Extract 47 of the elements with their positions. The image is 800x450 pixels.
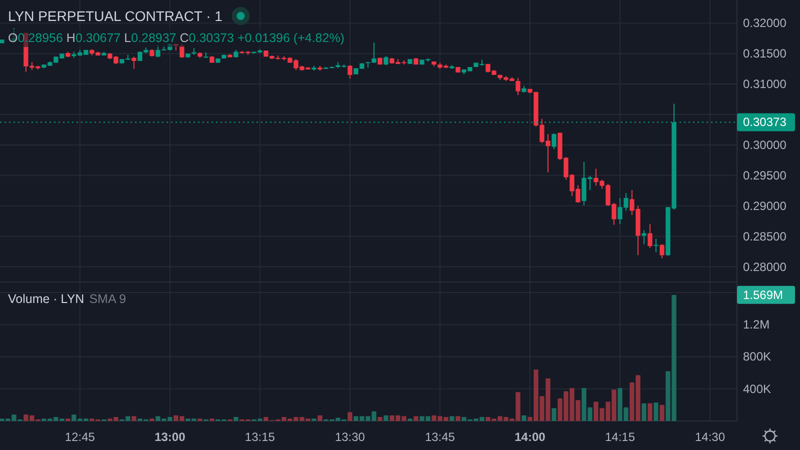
y-tick-label: 1.2M (743, 318, 770, 332)
bar (642, 403, 646, 421)
text: SMA 9 (89, 292, 126, 306)
y-tick-label: 0.28000 (743, 260, 787, 274)
ref-line-label: 0.30373 (743, 115, 787, 130)
y-tick-label: 0.29500 (743, 168, 787, 182)
y-tick-label: 0.32000 (743, 16, 787, 30)
candlestick (648, 224, 652, 248)
y-tick-label: 800K (743, 350, 772, 364)
text: LYN PERPETUAL CONTRACT · 1 (8, 8, 223, 24)
x-tick-label: 12:45 (64, 430, 96, 444)
y-tick-label: 0.29000 (743, 198, 787, 213)
text: 1.569M (743, 288, 784, 302)
x-tick-label: 14:00 (514, 430, 546, 444)
x-tick-label: 14:15 (604, 430, 636, 444)
x-tick-label: 13:00 (154, 430, 186, 444)
x-tick-label: 13:45 (424, 430, 456, 444)
candlestick (348, 64, 352, 80)
bar (378, 416, 382, 421)
y-tick-label: 400K (743, 382, 772, 396)
bar (348, 412, 352, 421)
candlestick (654, 238, 658, 253)
x-tick-label: 13:15 (244, 430, 276, 444)
candlestick (516, 77, 520, 96)
candlestick (132, 56, 136, 70)
bar (552, 408, 556, 421)
bar (318, 415, 322, 421)
y-tick-label: 0.31000 (743, 77, 787, 92)
bar (660, 404, 664, 421)
text: Volume · LYN (8, 292, 84, 306)
y-tick-label: 0.31500 (743, 46, 787, 61)
bar (648, 403, 652, 421)
y-tick-label: 0.28500 (743, 229, 787, 244)
bar (234, 416, 238, 421)
bar (450, 416, 454, 421)
bar (132, 416, 136, 421)
bar (654, 402, 658, 421)
candlestick (552, 132, 556, 150)
bar (456, 416, 460, 421)
bar (384, 415, 388, 421)
x-tick-label: 14:30 (694, 430, 726, 444)
x-tick-label: 13:30 (334, 430, 366, 444)
y-tick-label: 0.30000 (743, 138, 787, 152)
candlestick (660, 244, 664, 259)
bar (414, 416, 418, 421)
candlestick (384, 56, 388, 66)
bar (522, 415, 526, 421)
